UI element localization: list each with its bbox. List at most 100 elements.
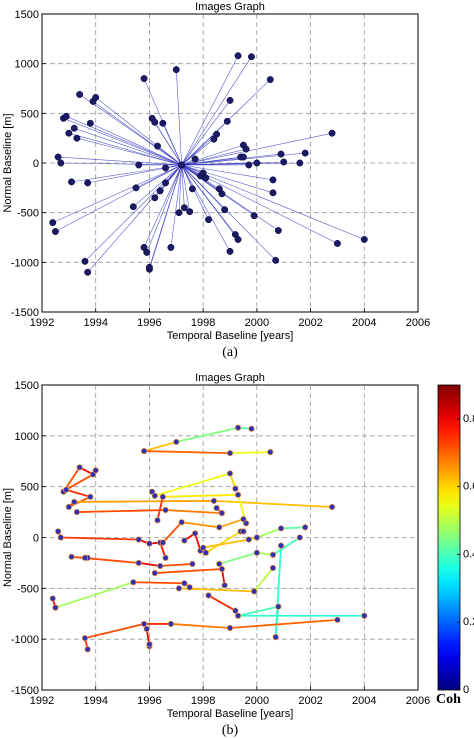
acquisition-point bbox=[272, 633, 279, 641]
acquisition-point bbox=[173, 438, 180, 446]
acquisition-point bbox=[76, 91, 84, 98]
x-tick-label: 1996 bbox=[137, 695, 161, 707]
acquisition-point bbox=[248, 425, 255, 432]
coherence-link bbox=[138, 562, 161, 567]
chart-panel-a: 1992 1994 1996 1998 2000 2002 2004 2006 -1500 -10… bbox=[2, 1, 430, 360]
acquisition-point bbox=[151, 569, 158, 577]
coherence-link bbox=[154, 472, 231, 497]
coherence-link bbox=[84, 623, 145, 640]
coherence-link bbox=[213, 500, 333, 508]
x-axis-label: Temporal Baseline [years] bbox=[167, 330, 294, 342]
baseline-link bbox=[175, 69, 182, 166]
acquisition-point bbox=[301, 149, 309, 157]
acquisition-point bbox=[296, 159, 304, 167]
baseline-link bbox=[90, 122, 182, 166]
acquisition-point bbox=[221, 582, 228, 589]
acquisition-point bbox=[245, 536, 252, 543]
acquisition-point bbox=[202, 549, 209, 556]
acquisition-point bbox=[151, 118, 159, 126]
y-tick-label: -1000 bbox=[11, 634, 39, 646]
coherence-link bbox=[143, 441, 177, 452]
x-tick-label: 1992 bbox=[30, 317, 54, 329]
acquisition-point bbox=[157, 562, 164, 570]
acquisition-point bbox=[71, 498, 78, 506]
y-tick-label: 500 bbox=[21, 482, 39, 494]
baseline-link bbox=[157, 145, 182, 166]
acquisition-point bbox=[92, 467, 99, 474]
x-tick-label: 2004 bbox=[352, 695, 376, 707]
acquisition-point bbox=[189, 560, 196, 568]
y-tick-label: -500 bbox=[17, 583, 39, 595]
acquisition-point bbox=[275, 603, 282, 610]
acquisition-point bbox=[57, 534, 64, 541]
acquisition-point bbox=[234, 612, 242, 619]
acquisition-point bbox=[269, 564, 277, 572]
coherence-link bbox=[162, 521, 183, 544]
baseline-link bbox=[52, 164, 182, 223]
acquisition-point bbox=[62, 112, 70, 120]
acquisition-point bbox=[239, 153, 247, 161]
acquisition-point bbox=[81, 554, 89, 561]
coherence-link bbox=[181, 521, 220, 529]
acquisition-point bbox=[213, 130, 221, 138]
acquisition-point bbox=[234, 52, 242, 60]
baseline-link bbox=[181, 164, 365, 240]
plot-frame bbox=[41, 13, 419, 313]
acquisition-point bbox=[277, 542, 285, 549]
acquisition-point bbox=[240, 528, 247, 535]
acquisition-point bbox=[360, 236, 368, 243]
baseline-link bbox=[181, 132, 333, 166]
x-tick-label: 1996 bbox=[137, 317, 161, 329]
acquisition-point bbox=[135, 536, 142, 543]
acquisition-point bbox=[156, 187, 164, 195]
acquisition-point bbox=[68, 553, 75, 560]
coherence-link bbox=[176, 426, 239, 443]
acquisition-point bbox=[175, 585, 183, 592]
acquisition-point bbox=[54, 153, 62, 161]
acquisition-point bbox=[129, 203, 137, 211]
coherence-link bbox=[65, 473, 94, 491]
acquisition-point bbox=[296, 534, 303, 541]
acquisition-point bbox=[178, 519, 185, 526]
coherence-link bbox=[274, 545, 282, 638]
acquisition-point bbox=[269, 176, 277, 184]
baseline-link bbox=[162, 123, 182, 166]
acquisition-point bbox=[151, 194, 159, 202]
acquisition-point bbox=[266, 76, 274, 84]
coherence-link bbox=[202, 538, 249, 549]
acquisition-point bbox=[86, 119, 94, 127]
acquisition-point bbox=[76, 464, 83, 471]
acquisition-point bbox=[205, 216, 212, 224]
coherence-link bbox=[60, 536, 139, 541]
acquisition-point bbox=[135, 559, 142, 567]
coherence-link bbox=[205, 530, 242, 554]
y-axis-label: Normal Baseline [m] bbox=[2, 113, 14, 212]
acquisition-point bbox=[135, 161, 143, 169]
acquisition-point bbox=[333, 240, 341, 247]
colorbar bbox=[437, 384, 461, 691]
coherence-link bbox=[160, 563, 193, 567]
colorbar-tick-label: 0 bbox=[463, 684, 469, 696]
baseline-link bbox=[68, 132, 182, 166]
baseline-link bbox=[60, 162, 182, 166]
acquisition-point bbox=[232, 485, 239, 492]
baseline-link bbox=[170, 164, 182, 248]
acquisition-point bbox=[221, 206, 229, 214]
coherence-link bbox=[229, 618, 338, 629]
acquisition-point bbox=[253, 534, 261, 541]
acquisition-point bbox=[73, 508, 81, 516]
acquisition-point bbox=[181, 580, 188, 587]
acquisition-point bbox=[65, 503, 73, 511]
acquisition-point bbox=[191, 530, 199, 537]
coherence-link bbox=[237, 605, 279, 617]
colorbar-tick-label: 0.6 bbox=[463, 481, 474, 493]
y-tick-label: -1000 bbox=[11, 257, 39, 269]
acquisition-point bbox=[277, 525, 285, 532]
acquisition-point bbox=[181, 537, 188, 544]
acquisition-point bbox=[92, 93, 100, 101]
acquisition-point bbox=[132, 184, 140, 192]
acquisition-point bbox=[84, 268, 92, 276]
acquisition-point bbox=[159, 119, 167, 127]
acquisition-point bbox=[328, 129, 336, 137]
y-tick-label: -1500 bbox=[11, 685, 39, 697]
